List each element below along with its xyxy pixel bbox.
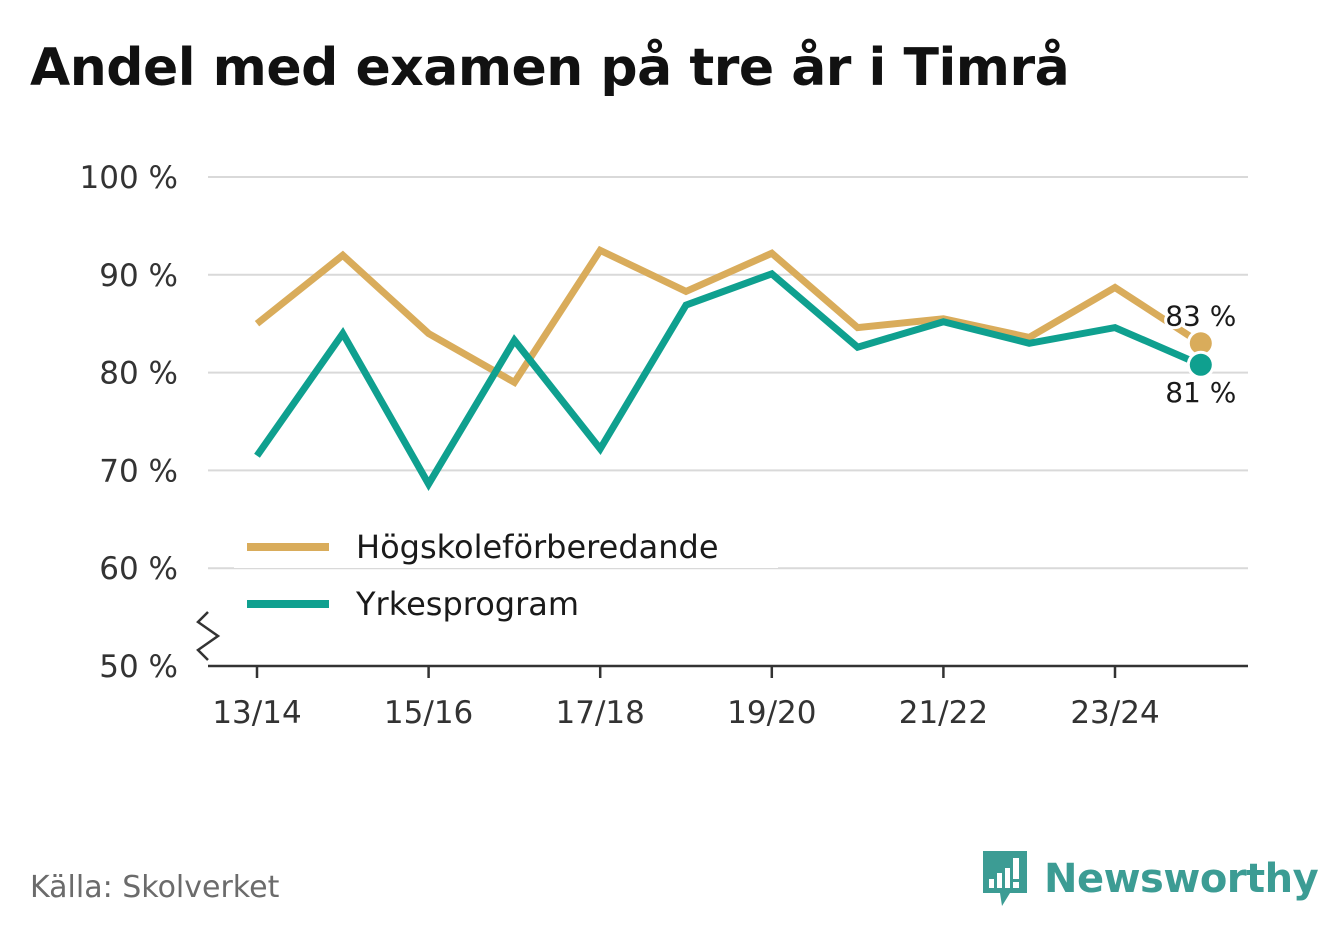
- x-tick-label: 19/20: [727, 695, 816, 731]
- x-tick-label: 17/18: [556, 695, 645, 731]
- x-tick-label: 13/14: [212, 695, 301, 731]
- end-label-1: 83 %: [1165, 299, 1236, 332]
- y-axis-labels: 50 % 60 % 70 % 80 % 90 % 100 %: [80, 160, 178, 685]
- x-axis: [196, 611, 1248, 678]
- end-marker-2: [1189, 353, 1212, 376]
- brand-name: Newsworthy: [1044, 856, 1319, 902]
- legend-label-1: Högskoleförberedande: [356, 528, 719, 566]
- axis-break-icon: [196, 611, 221, 661]
- end-marker-1: [1189, 332, 1212, 355]
- source-label: Källa: Skolverket: [30, 870, 280, 905]
- y-tick-label: 90 %: [99, 258, 178, 294]
- chart-title: Andel med examen på tre år i Timrå: [30, 38, 1070, 98]
- y-tick-label: 80 %: [99, 356, 178, 392]
- newsworthy-logo-icon: [983, 851, 1027, 906]
- end-label-2: 81 %: [1165, 376, 1236, 409]
- brand-logo[interactable]: Newsworthy: [980, 848, 1319, 910]
- y-tick-label: 50 %: [99, 649, 178, 685]
- y-tick-label: 100 %: [80, 160, 178, 196]
- series-lines: [254, 245, 1203, 492]
- series-line-2: [254, 269, 1203, 492]
- y-tick-label: 70 %: [99, 453, 178, 489]
- x-tick-label: 21/22: [899, 695, 988, 731]
- y-tick-label: 60 %: [99, 551, 178, 587]
- x-tick-label: 15/16: [384, 695, 473, 731]
- x-axis-labels: 13/14 15/16 17/18 19/20 21/22 23/24: [212, 695, 1159, 731]
- end-labels: 83 % 81 %: [1162, 296, 1239, 412]
- legend-label-2: Yrkesprogram: [355, 585, 579, 623]
- legend: Högskoleförberedande Yrkesprogram: [234, 522, 778, 626]
- x-tick-label: 23/24: [1070, 695, 1159, 731]
- series-line-1: [254, 245, 1203, 388]
